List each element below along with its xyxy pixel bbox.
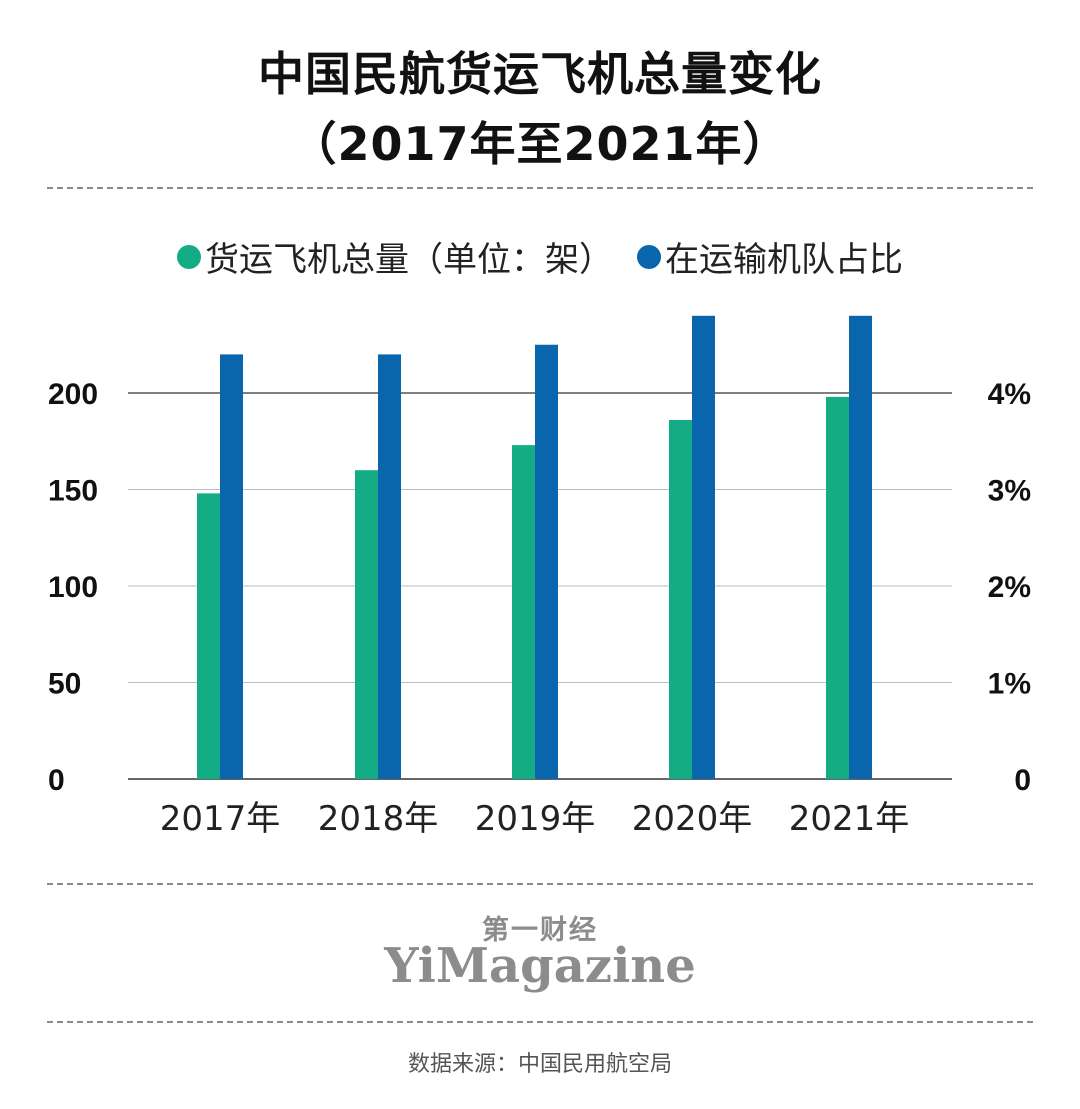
- right-y-tick-label: 0: [1014, 764, 1031, 797]
- x-tick-label: 2020年: [632, 799, 753, 839]
- brand-name-cn: 第一财经: [482, 915, 598, 946]
- bar-fleet-share: [535, 344, 558, 779]
- x-tick-label: 2018年: [318, 799, 439, 839]
- left-y-tick-label: 0: [48, 764, 65, 797]
- left-y-tick-label: 50: [48, 668, 81, 701]
- divider: [47, 187, 1033, 189]
- right-y-tick-label: 2%: [988, 571, 1031, 604]
- legend-label-cargo: 货运飞机总量（单位：架）: [205, 240, 613, 280]
- left-y-tick-label: 200: [48, 378, 98, 411]
- divider: [47, 1021, 1033, 1023]
- bar-cargo-total: [197, 493, 220, 779]
- bar-cargo-total: [669, 420, 692, 779]
- legend-item-share: 在运输机队占比: [637, 232, 903, 281]
- bar-cargo-total: [512, 445, 535, 779]
- legend: 货运飞机总量（单位：架） 在运输机队占比: [0, 232, 1080, 281]
- brand-logo: YiMagazine: [384, 938, 696, 994]
- divider: [47, 883, 1033, 885]
- legend-swatch-cargo: [177, 244, 201, 269]
- legend-label-share: 在运输机队占比: [665, 240, 903, 280]
- left-y-tick-label: 100: [48, 571, 98, 604]
- bar-fleet-share: [220, 354, 243, 779]
- bar-fleet-share: [378, 354, 401, 779]
- x-tick-label: 2017年: [160, 799, 281, 839]
- data-source: 数据来源：中国民用航空局: [407, 1052, 672, 1077]
- chart-subtitle: （2017年至2021年）: [290, 117, 790, 171]
- x-tick-label: 2021年: [789, 799, 910, 839]
- right-y-tick-label: 3%: [988, 475, 1031, 508]
- x-tick-label: 2019年: [475, 799, 596, 839]
- bar-cargo-total: [826, 396, 849, 779]
- bar-fleet-share: [849, 315, 872, 779]
- bar-chart: 0 50 100 150 200 0 1% 2% 3% 4% 2017年 2018年 2019年 2020…: [48, 315, 1031, 839]
- chart-title: 中国民航货运飞机总量变化: [258, 47, 822, 101]
- bar-fleet-share: [692, 315, 715, 779]
- right-y-tick-label: 4%: [988, 378, 1031, 411]
- legend-swatch-share: [637, 244, 661, 269]
- right-y-tick-label: 1%: [988, 668, 1031, 701]
- left-y-tick-label: 150: [48, 475, 98, 508]
- legend-item-cargo: 货运飞机总量（单位：架）: [177, 232, 613, 281]
- bar-cargo-total: [355, 470, 378, 779]
